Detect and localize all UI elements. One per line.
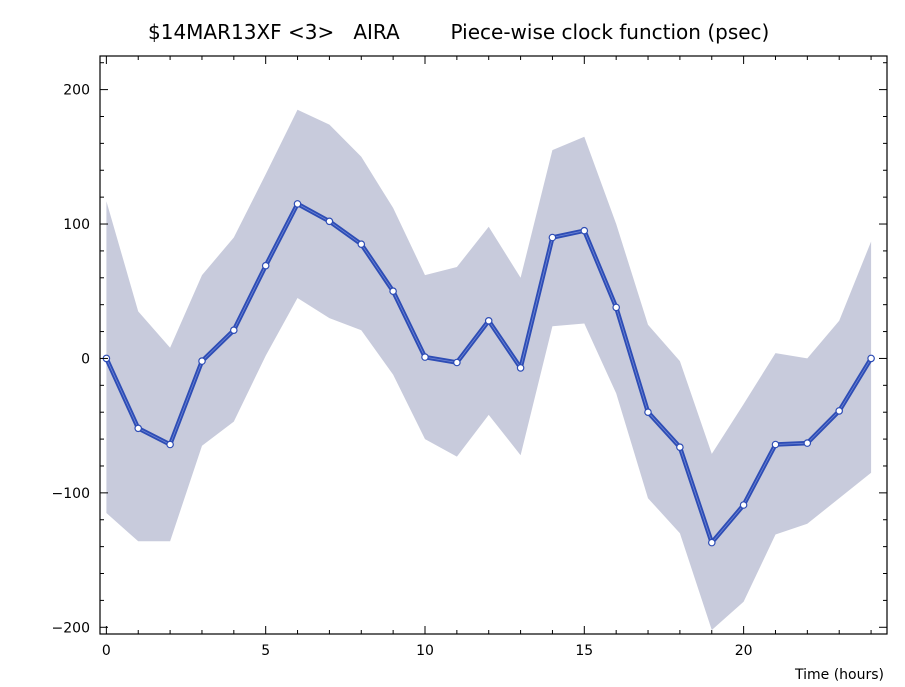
data-point bbox=[771, 440, 780, 449]
data-point bbox=[261, 261, 270, 270]
plot-frame bbox=[99, 55, 888, 635]
data-point bbox=[548, 233, 557, 242]
x-tick-label: 5 bbox=[261, 643, 270, 659]
uncertainty-band-layer bbox=[106, 109, 872, 631]
y-tick-label: 200 bbox=[63, 83, 90, 99]
data-point bbox=[676, 443, 684, 452]
tick-label-layer: 0 5 10 15 20 −200 −100 0 100 200 bbox=[52, 83, 753, 659]
data-point bbox=[230, 326, 238, 335]
x-axis-label: Time (hours) bbox=[794, 667, 884, 683]
data-point bbox=[707, 538, 716, 547]
data-point bbox=[325, 217, 334, 226]
data-point bbox=[644, 408, 652, 417]
data-point-layer bbox=[102, 200, 875, 547]
data-point bbox=[293, 200, 302, 208]
data-point bbox=[166, 440, 174, 449]
y-tick-label: 100 bbox=[63, 217, 90, 233]
tick-layer bbox=[100, 56, 887, 634]
data-point bbox=[198, 357, 206, 365]
data-point bbox=[803, 439, 812, 447]
x-tick-label: 20 bbox=[735, 643, 753, 659]
data-point bbox=[134, 424, 143, 433]
data-point bbox=[580, 226, 589, 235]
y-tick-label: 0 bbox=[81, 351, 90, 367]
data-point bbox=[421, 353, 429, 361]
x-tick-label: 0 bbox=[102, 643, 111, 659]
data-point bbox=[357, 240, 366, 249]
data-point bbox=[867, 354, 875, 363]
x-tick-label: 10 bbox=[416, 643, 434, 659]
y-tick-label: −100 bbox=[52, 486, 90, 502]
y-tick-label: −200 bbox=[52, 620, 90, 636]
data-point bbox=[484, 316, 493, 325]
data-point bbox=[453, 358, 461, 367]
uncertainty-band bbox=[106, 109, 872, 631]
data-point bbox=[739, 501, 748, 509]
data-point bbox=[516, 364, 525, 372]
data-point bbox=[389, 287, 397, 296]
data-point bbox=[612, 303, 621, 312]
x-tick-label: 15 bbox=[575, 643, 593, 659]
data-point bbox=[835, 407, 844, 415]
chart-title: $14MAR13XF <3> AIRA Piece-wise clock fun… bbox=[148, 20, 769, 44]
